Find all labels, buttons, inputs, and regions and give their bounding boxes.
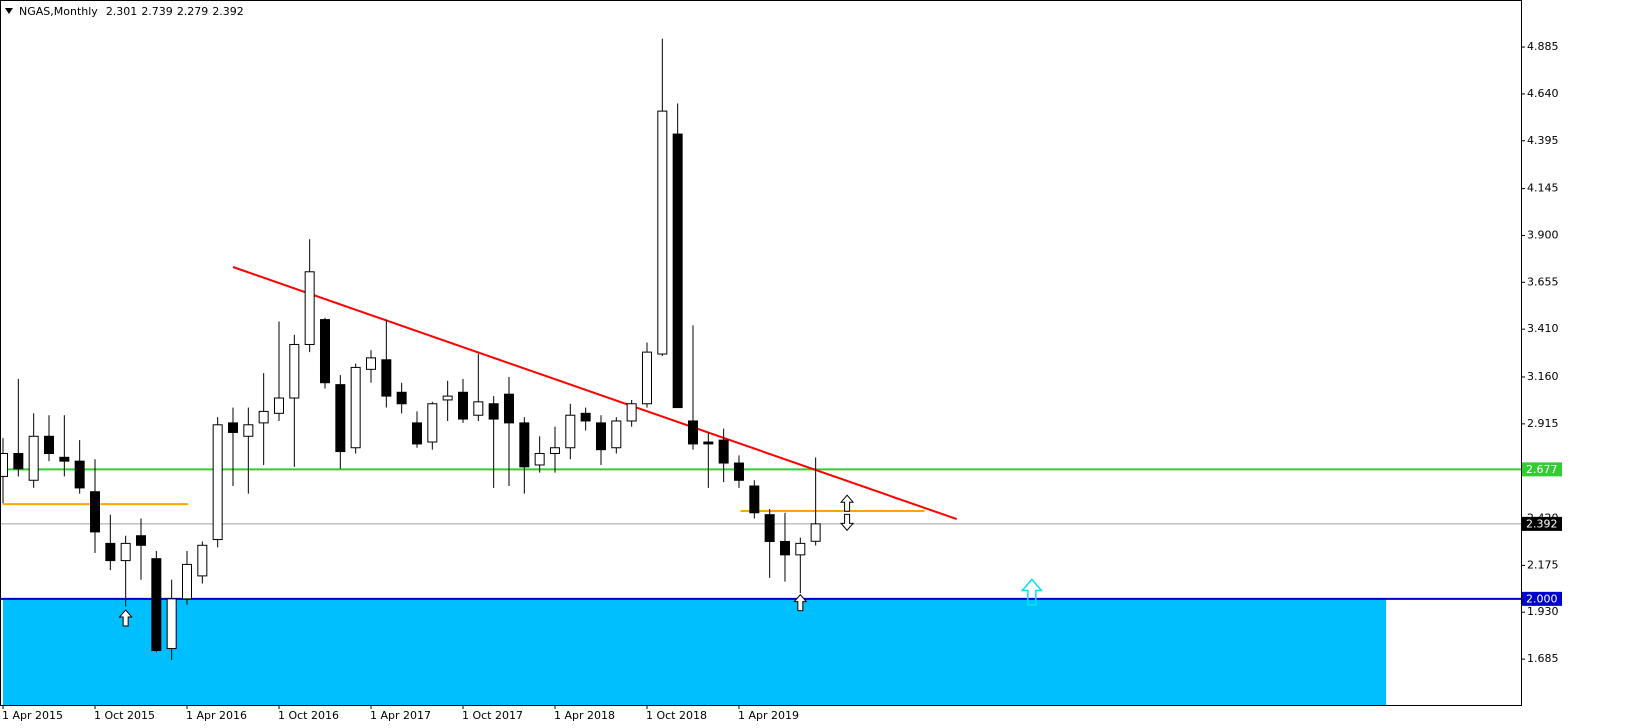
y-tick-label: 4.395 [1527,134,1559,147]
candle-body [0,452,8,477]
y-tick-label: 1.685 [1527,652,1559,665]
candle-body [28,435,39,481]
candle-body [120,542,131,562]
candle-body [779,540,790,556]
candle-body [657,110,668,355]
candle-body [473,401,484,416]
candle-body [549,447,560,454]
drawn-line [232,266,958,521]
x-tick-label: 1 Apr 2015 [2,709,63,722]
candle-body [442,395,453,401]
candle-body [411,422,422,445]
candle-body [749,485,760,514]
candle-body [181,563,192,600]
price-label: 2.677 [1526,463,1558,476]
arrow-marker [839,513,855,532]
y-tick-label: 3.900 [1527,228,1559,241]
candle-body [105,542,116,562]
price-label-box [1522,516,1562,531]
y-tick-label: 1.930 [1527,605,1559,618]
candle-body [212,424,223,541]
candle-body [197,544,208,577]
candle-body [810,523,821,542]
candle-body [59,456,70,462]
candle-body [135,535,146,546]
symbol: NGAS,Monthly [19,5,98,18]
last-high: 2.739 [141,5,173,18]
candle-body [795,542,806,556]
candle-body [427,403,438,443]
y-tick-label: 3.160 [1527,370,1559,383]
y-tick-label: 3.410 [1527,322,1559,335]
arrow-marker [793,593,808,612]
price-label-box [1522,591,1562,606]
x-tick-label: 1 Oct 2018 [646,709,707,722]
candle-body [595,422,606,451]
candle-body [74,460,85,489]
candle-body [641,351,652,405]
candle-body [89,491,100,533]
x-tick-label: 1 Apr 2016 [186,709,247,722]
y-tick-label: 2.915 [1527,417,1559,430]
candle-body [365,357,376,370]
candle-body [43,435,54,454]
plot-frame [0,0,1522,706]
candle-body [611,420,622,449]
x-tick-label: 1 Apr 2018 [554,709,615,722]
candle-body [319,319,330,384]
support-zone [3,598,1387,705]
y-tick-label: 4.145 [1527,182,1559,195]
arrow-marker [839,494,855,512]
candle-body [289,343,300,399]
candle-body [764,514,775,542]
x-tick-label: 1 Oct 2017 [462,709,523,722]
x-tick-label: 1 Apr 2019 [738,709,799,722]
chart-title: NGAS,Monthly 2.301 2.739 2.279 2.392 [19,5,244,18]
candle-body [626,403,637,422]
candle-body [565,414,576,449]
x-tick-label: 1 Oct 2016 [278,709,339,722]
plot-area [0,38,1521,705]
x-tick-label: 1 Oct 2015 [94,709,155,722]
candle-body [488,403,499,420]
candle-body [151,558,162,651]
candle-body [396,391,407,405]
y-tick-label: 4.885 [1527,40,1559,53]
candle-body [13,452,24,470]
candle-body [703,441,714,445]
y-tick-label: 3.655 [1527,275,1559,288]
candle-body [243,424,254,437]
menu-triangle[interactable] [5,8,13,14]
candle-body [519,422,530,468]
price-label: 2.392 [1526,517,1558,530]
y-tick-label: 2.175 [1527,558,1559,571]
last-open: 2.301 [106,5,138,18]
candle-body [350,366,361,449]
x-tick-label: 1 Apr 2017 [370,709,431,722]
arrow-marker [118,609,133,627]
candle-body [273,397,284,414]
candle-body [381,359,392,397]
candle-body [227,422,238,433]
candle-body [534,452,545,466]
last-close: 2.392 [212,5,244,18]
y-tick-label: 4.640 [1527,87,1559,100]
candle-body [687,420,698,445]
candle-body [335,384,346,453]
price-label: 2.000 [1526,592,1558,605]
candle-body [580,412,591,422]
candle-body [166,598,177,650]
candle-body [672,133,683,409]
candle-body [503,393,514,424]
candle-body [304,271,315,345]
candle-body [718,439,729,464]
candle-body [258,410,269,424]
arrow-marker [1020,578,1044,606]
price-label-box [1522,462,1562,477]
candle-body [733,462,744,481]
candle-body [457,391,468,420]
last-low: 2.279 [177,5,209,18]
